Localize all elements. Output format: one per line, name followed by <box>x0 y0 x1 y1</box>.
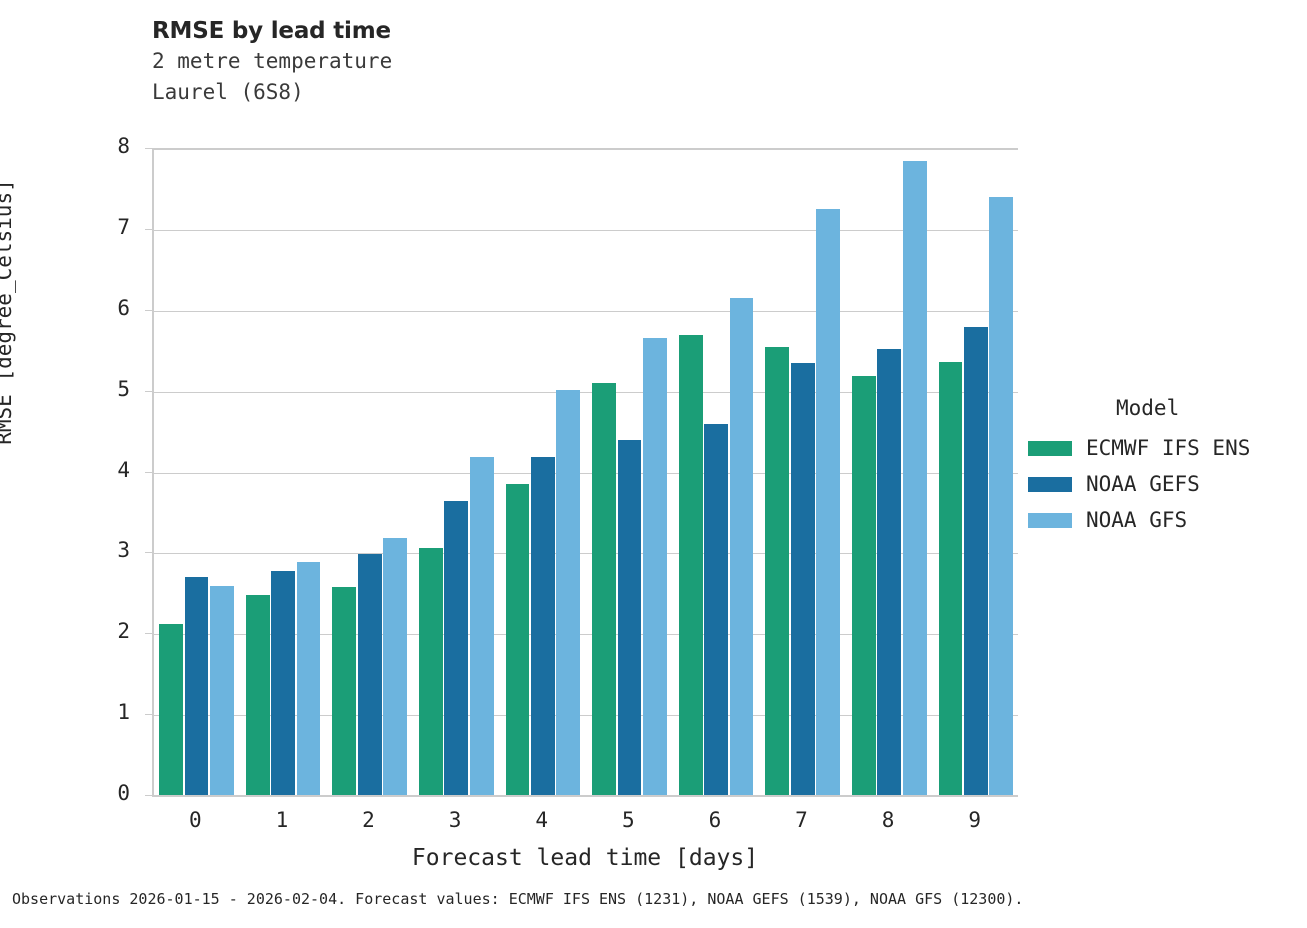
bar-group <box>332 149 408 795</box>
bar[interactable] <box>271 570 296 795</box>
legend-title: Model <box>1116 396 1180 420</box>
y-tick-label: 8 <box>117 134 130 158</box>
y-tick-label: 0 <box>117 781 130 805</box>
bar[interactable] <box>963 326 988 795</box>
y-tick-label: 2 <box>117 619 130 644</box>
bar[interactable] <box>245 595 270 795</box>
y-axis-label: RMSE [degree_Celsius] <box>0 179 16 445</box>
title-block: RMSE by lead time 2 metre temperature La… <box>152 16 972 108</box>
bar-group <box>938 149 1015 795</box>
gridline <box>154 553 1018 555</box>
y-tick-label: 3 <box>117 538 130 563</box>
x-tick-label: 2 <box>362 808 375 832</box>
bar[interactable] <box>332 587 357 795</box>
legend-rows: ECMWF IFS ENS NOAA GEFS NOAA GFS <box>1028 430 1298 538</box>
bar[interactable] <box>729 298 754 795</box>
chart-subtitle-variable: 2 metre temperature <box>152 49 393 73</box>
legend-item-label: NOAA GEFS <box>1086 472 1200 496</box>
x-axis-line <box>152 795 1018 797</box>
footnote: Observations 2026-01-15 - 2026-02-04. Fo… <box>12 890 1024 908</box>
bar[interactable] <box>851 376 876 795</box>
bar[interactable] <box>704 423 729 795</box>
bar[interactable] <box>159 623 184 795</box>
bar[interactable] <box>816 209 841 795</box>
bar[interactable] <box>444 500 469 795</box>
bar[interactable] <box>505 483 530 795</box>
bar[interactable] <box>296 562 321 795</box>
bar[interactable] <box>592 382 617 795</box>
bar[interactable] <box>556 389 581 795</box>
x-tick-label: 5 <box>621 808 635 832</box>
bar-group <box>505 149 582 795</box>
bar-group <box>678 149 755 795</box>
legend-item[interactable]: NOAA GFS <box>1028 502 1298 538</box>
legend-swatch-icon <box>1028 440 1072 456</box>
gridline <box>154 310 1018 312</box>
page-title: RMSE by lead time <box>152 18 391 44</box>
bar[interactable] <box>877 349 902 795</box>
y-tick-mark <box>145 633 152 635</box>
bar[interactable] <box>902 160 927 795</box>
plot-area <box>152 148 1018 795</box>
bar-group <box>851 149 928 795</box>
y-tick-label: 7 <box>117 214 130 239</box>
y-tick-mark <box>145 552 152 554</box>
bar[interactable] <box>469 456 494 795</box>
bar-group <box>418 149 495 795</box>
gridline <box>154 149 1018 150</box>
bar[interactable] <box>938 361 963 795</box>
y-tick-mark <box>145 148 152 149</box>
bar-group <box>592 149 668 795</box>
y-tick-mark <box>145 390 152 392</box>
bar[interactable] <box>357 554 382 795</box>
bar[interactable] <box>209 586 234 795</box>
bar-group <box>765 149 841 795</box>
legend: Model ECMWF IFS ENS NOAA GEFS NOAA GFS <box>1028 396 1298 538</box>
gridline <box>154 634 1018 636</box>
bar[interactable] <box>765 346 790 795</box>
y-tick-mark <box>145 309 152 311</box>
x-tick-label: 1 <box>275 808 289 832</box>
bar[interactable] <box>678 334 703 795</box>
bar[interactable] <box>530 456 555 795</box>
x-tick-label: 6 <box>708 808 722 832</box>
x-tick-label: 3 <box>448 808 462 832</box>
legend-item-label: ECMWF IFS ENS <box>1086 436 1251 460</box>
legend-item[interactable]: ECMWF IFS ENS <box>1028 430 1298 466</box>
y-tick-mark <box>145 228 152 230</box>
x-axis-label: Forecast lead time [days] <box>411 845 759 871</box>
bar[interactable] <box>790 363 815 795</box>
bar[interactable] <box>989 196 1014 795</box>
legend-swatch-icon <box>1028 512 1072 528</box>
y-tick-mark <box>145 471 152 473</box>
x-tick-label: 7 <box>795 808 808 832</box>
bar[interactable] <box>642 338 667 795</box>
bar-group <box>159 149 235 795</box>
bar[interactable] <box>184 576 209 795</box>
x-tick-label: 0 <box>188 808 202 832</box>
chart-subtitle-station: Laurel (6S8) <box>152 80 304 104</box>
y-tick-label: 1 <box>117 700 130 725</box>
gridline <box>154 229 1018 231</box>
legend-item[interactable]: NOAA GEFS <box>1028 466 1298 502</box>
legend-swatch-icon <box>1028 476 1072 492</box>
y-tick-label: 4 <box>117 457 130 482</box>
gridline <box>154 472 1018 474</box>
bar-group <box>245 149 322 795</box>
x-tick-label: 4 <box>535 808 549 832</box>
x-tick-label: 8 <box>881 808 895 832</box>
x-tick-label: 9 <box>968 808 982 832</box>
y-tick-mark <box>145 795 152 796</box>
y-tick-label: 6 <box>117 295 130 320</box>
y-tick-label: 5 <box>117 376 130 401</box>
y-tick-mark <box>145 714 152 716</box>
legend-item-label: NOAA GFS <box>1086 508 1188 532</box>
bar[interactable] <box>418 547 443 795</box>
bar[interactable] <box>617 439 642 795</box>
bar[interactable] <box>383 537 408 795</box>
gridline <box>154 715 1018 717</box>
gridline <box>154 391 1018 393</box>
